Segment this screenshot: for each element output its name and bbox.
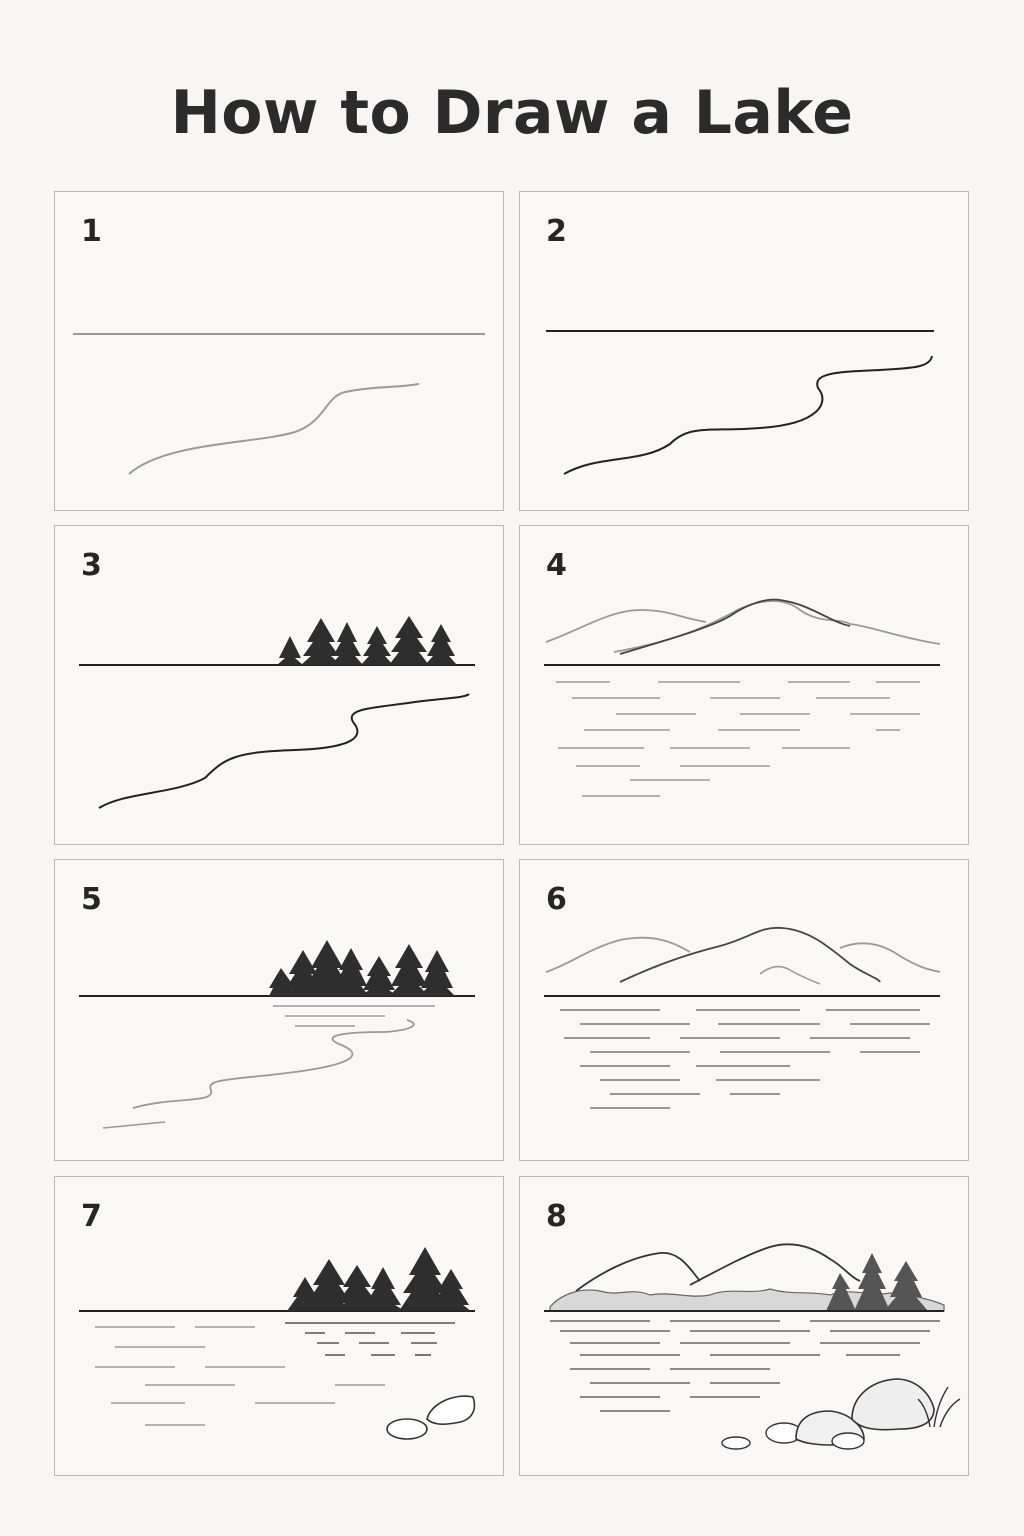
step-1-drawing [73,333,485,475]
step-panel-4: 4 [519,525,969,845]
step-5-drawing [79,940,475,1129]
water-ripples [560,1009,930,1109]
tree-line [287,1247,471,1311]
step-6-drawing [544,926,941,1109]
step-7-drawing [79,1247,476,1440]
step-panel-6: 6 [519,859,969,1161]
rocks [721,1378,961,1450]
step-panel-7: 7 [54,1176,504,1476]
step-number: 2 [546,214,567,249]
step-panel-5: 5 [54,859,504,1161]
tree-reflection [285,1322,455,1356]
step-number: 1 [81,214,102,249]
step-number: 5 [81,882,102,917]
tree-line [277,616,457,665]
tree-line [826,1253,928,1311]
water-ripples [273,1005,435,1027]
step-panel-3: 3 [54,525,504,845]
tree-line [269,940,455,996]
step-2-drawing [546,330,934,475]
step-number: 4 [546,548,567,583]
step-panel-2: 2 [519,191,969,511]
rocks [386,1395,476,1440]
water-ripples [550,1320,940,1412]
step-panel-8: 8 [519,1176,969,1476]
step-number: 7 [81,1199,102,1234]
step-4-drawing [544,598,941,797]
step-number: 8 [546,1199,567,1234]
step-number: 3 [81,548,102,583]
step-3-drawing [79,616,475,809]
page-title: How to Draw a Lake [170,78,854,148]
water-ripples [556,681,920,797]
step-number: 6 [546,882,567,917]
water-ripples [95,1326,385,1426]
step-8-drawing [544,1243,961,1450]
step-panel-1: 1 [54,191,504,511]
